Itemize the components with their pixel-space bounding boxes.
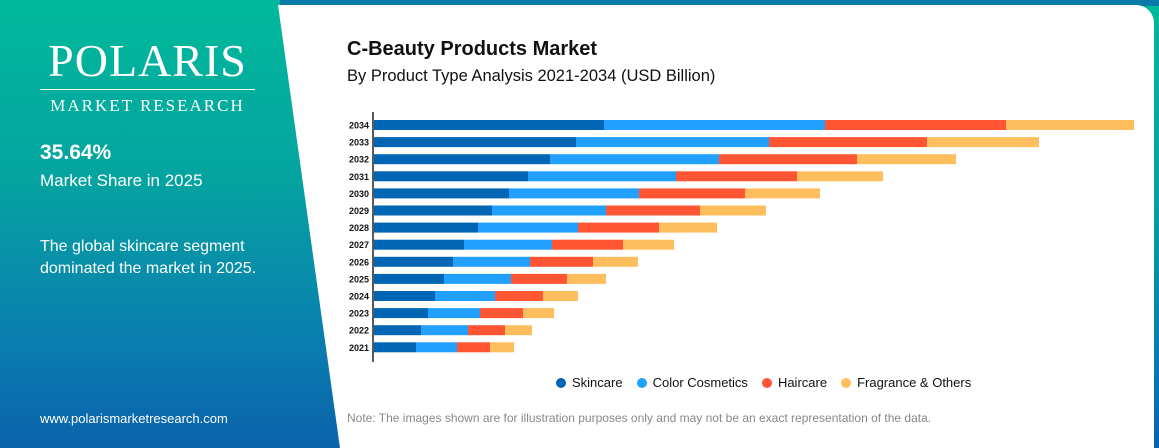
bar-segment-haircare-2024	[495, 291, 543, 301]
bar-segment-haircare-2022	[468, 325, 505, 336]
bar-segment-haircare-2033	[769, 137, 927, 148]
bar-segment-fragrance-others-2032	[857, 154, 956, 165]
bar-segment-color-cosmetics-2030	[509, 188, 639, 199]
bar-segment-color-cosmetics-2022	[421, 325, 468, 336]
y-tick-label: 2034	[349, 121, 369, 131]
y-tick-label: 2024	[349, 292, 369, 302]
legend-dot-icon	[556, 377, 566, 388]
bar-segment-fragrance-others-2034	[1006, 120, 1134, 130]
disclaimer-note: Note: The images shown are for illustrat…	[347, 411, 932, 425]
bar-segment-fragrance-others-2026	[593, 256, 638, 267]
logo-name: POLARIS	[48, 35, 247, 86]
legend-label: Haircare	[777, 375, 828, 390]
bar-segment-skincare-2027	[374, 239, 464, 250]
market-share-value: 35.64%	[40, 141, 112, 164]
y-tick-label: 2032	[349, 155, 369, 165]
bar-segment-skincare-2022	[374, 325, 421, 336]
bar-segment-color-cosmetics-2029	[492, 205, 606, 216]
bar-segment-skincare-2032	[374, 154, 550, 165]
bar-segment-fragrance-others-2028	[659, 222, 717, 233]
bar-segment-skincare-2024	[374, 291, 435, 301]
bar-segment-color-cosmetics-2031	[528, 171, 676, 182]
bar-segment-fragrance-others-2031	[797, 171, 883, 182]
legend-label: Color Cosmetics	[652, 375, 748, 390]
y-tick-label: 2029	[349, 206, 369, 216]
legend-dot-icon	[636, 377, 647, 388]
y-tick-label: 2022	[349, 326, 369, 336]
y-tick-label: 2026	[349, 257, 369, 267]
y-tick-label: 2027	[349, 240, 369, 250]
bar-segment-fragrance-others-2029	[700, 205, 766, 216]
bar-segment-fragrance-others-2021	[490, 342, 514, 353]
market-share-label: Market Share in 2025	[40, 171, 203, 190]
bar-segment-fragrance-others-2025	[567, 273, 606, 284]
bar-segment-color-cosmetics-2023	[428, 308, 480, 319]
bar-segment-fragrance-others-2024	[543, 291, 578, 301]
bar-segment-haircare-2034	[825, 120, 1006, 130]
chart-title: C-Beauty Products Market	[347, 38, 598, 60]
bar-segment-color-cosmetics-2026	[453, 256, 530, 267]
bar-segment-color-cosmetics-2028	[478, 222, 578, 233]
bar-segment-color-cosmetics-2033	[576, 137, 769, 148]
polaris-logo: POLARIS MARKET RESEARCH	[40, 36, 255, 116]
bar-segment-skincare-2023	[374, 308, 428, 319]
bar-segment-color-cosmetics-2032	[550, 154, 719, 165]
bar-segment-haircare-2032	[719, 154, 857, 165]
bar-segment-fragrance-others-2022	[505, 325, 532, 336]
bar-segment-color-cosmetics-2027	[464, 239, 552, 250]
bar-segment-skincare-2028	[374, 222, 478, 233]
bar-segment-skincare-2030	[374, 188, 509, 199]
bar-segment-haircare-2031	[676, 171, 797, 182]
bar-segment-fragrance-others-2027	[623, 239, 674, 250]
bar-segment-haircare-2027	[552, 239, 623, 250]
bar-segment-haircare-2025	[511, 273, 567, 284]
legend-item: Skincare	[556, 375, 623, 390]
bar-segment-color-cosmetics-2025	[444, 273, 511, 284]
bar-segment-fragrance-others-2033	[927, 137, 1039, 148]
bar-segment-haircare-2028	[578, 222, 659, 233]
bar-segment-skincare-2034	[374, 120, 604, 130]
bar-segment-haircare-2023	[480, 308, 523, 319]
y-tick-label: 2025	[349, 274, 369, 284]
bar-segment-haircare-2021	[457, 342, 490, 353]
legend-label: Skincare	[572, 375, 623, 390]
bar-segment-color-cosmetics-2024	[435, 291, 495, 301]
y-tick-label: 2031	[349, 172, 369, 182]
legend-dot-icon	[761, 377, 772, 388]
bar-segment-haircare-2029	[606, 205, 700, 216]
bar-segment-skincare-2021	[374, 342, 416, 353]
y-tick-label: 2030	[349, 189, 369, 199]
bar-segment-skincare-2029	[374, 205, 492, 216]
chart-legend: Skincare Color Cosmetics Haircare Fragrance…	[556, 375, 971, 390]
website-link[interactable]: www.polarismarketresearch.com	[40, 411, 228, 426]
sidebar-description: The global skincare segment dominated th…	[40, 238, 257, 277]
bar-segment-fragrance-others-2030	[745, 188, 820, 199]
bar-segment-skincare-2033	[374, 137, 576, 148]
legend-item: Color Cosmetics	[636, 375, 748, 390]
bar-segment-skincare-2026	[374, 256, 453, 267]
bar-segment-skincare-2031	[374, 171, 528, 182]
legend-dot-icon	[841, 377, 852, 388]
logo-tagline: MARKET RESEARCH	[50, 96, 245, 115]
bar-segment-fragrance-others-2023	[523, 308, 554, 319]
bar-segment-color-cosmetics-2021	[416, 342, 457, 353]
y-tick-label: 2021	[349, 343, 369, 353]
top-strip	[280, 0, 1159, 6]
y-tick-label: 2023	[349, 309, 369, 319]
logo-divider	[40, 89, 255, 90]
legend-label: Fragrance & Others	[857, 375, 972, 390]
legend-item: Fragrance & Others	[841, 375, 971, 390]
y-tick-label: 2028	[349, 223, 369, 233]
bar-segment-skincare-2025	[374, 273, 444, 284]
chart-subtitle: By Product Type Analysis 2021-2034 (USD …	[347, 67, 716, 85]
bar-segment-color-cosmetics-2034	[604, 120, 825, 130]
bar-segment-haircare-2030	[639, 188, 745, 199]
bar-segment-haircare-2026	[530, 256, 593, 267]
y-tick-label: 2033	[349, 138, 369, 148]
legend-item: Haircare	[761, 375, 828, 390]
